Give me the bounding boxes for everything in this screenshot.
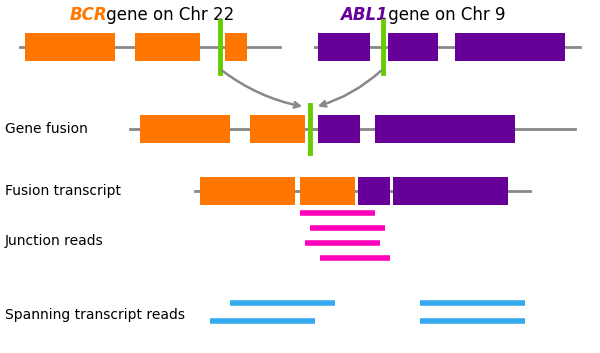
Text: gene on Chr 9: gene on Chr 9 (383, 6, 505, 24)
Bar (388, 33, 438, 61)
Bar (455, 33, 565, 61)
Bar (225, 33, 247, 61)
Text: ABL1: ABL1 (340, 6, 388, 24)
Bar (393, 177, 508, 205)
Bar (200, 177, 295, 205)
Text: Spanning transcript reads: Spanning transcript reads (5, 308, 185, 322)
Bar (318, 33, 370, 61)
Bar (300, 177, 355, 205)
Text: Fusion transcript: Fusion transcript (5, 184, 121, 198)
Bar (318, 115, 360, 143)
Text: BCR: BCR (70, 6, 107, 24)
Bar (135, 33, 200, 61)
Bar (375, 115, 515, 143)
Bar (250, 115, 305, 143)
Text: Gene fusion: Gene fusion (5, 122, 88, 136)
Text: Junction reads: Junction reads (5, 234, 104, 248)
Text: gene on Chr 22: gene on Chr 22 (101, 6, 234, 24)
Bar (140, 115, 230, 143)
Bar (25, 33, 115, 61)
Bar (358, 177, 390, 205)
